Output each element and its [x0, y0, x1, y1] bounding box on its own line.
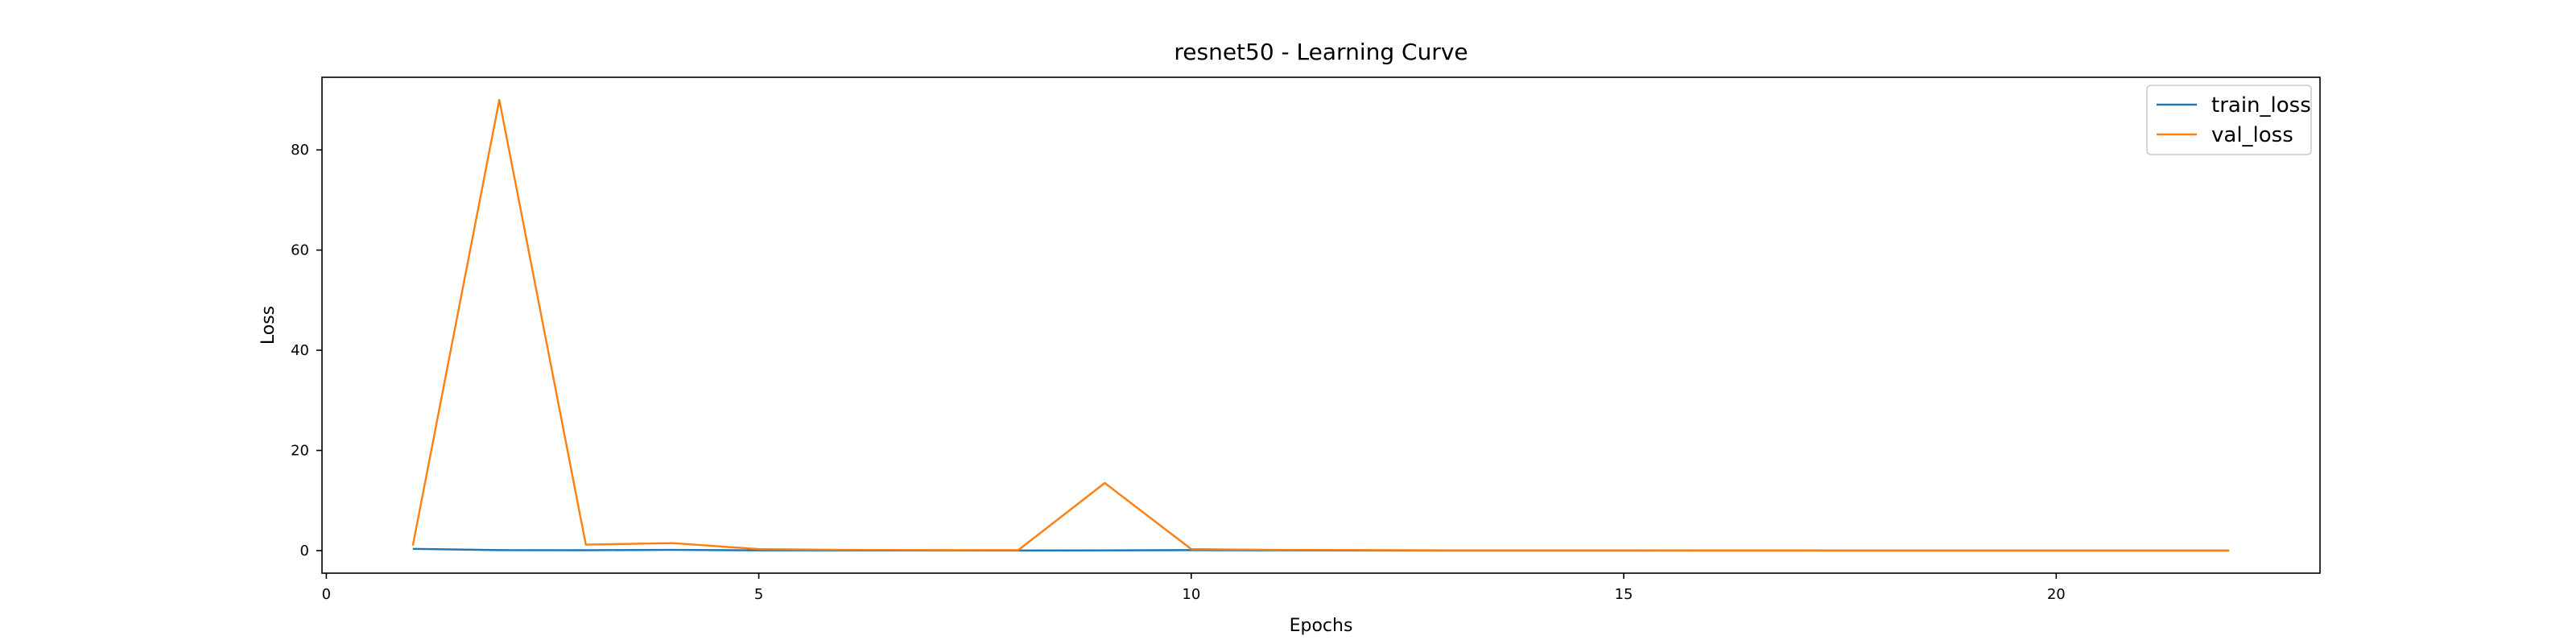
y-tick-label: 60 — [291, 242, 309, 259]
x-tick-label: 5 — [754, 586, 763, 603]
series-layer — [411, 98, 2230, 552]
chart-title: resnet50 - Learning Curve — [1174, 39, 1468, 65]
y-axis: 0 20 40 60 80 — [291, 142, 322, 559]
legend-box — [2146, 85, 2312, 155]
series-line-val-loss — [411, 98, 2230, 552]
x-tick-label: 15 — [1615, 586, 1633, 603]
x-tick-label: 10 — [1182, 586, 1200, 603]
x-axis-label: Epochs — [1290, 616, 1353, 636]
y-axis-label: Loss — [258, 306, 279, 345]
legend-label-val-loss: val_loss — [2211, 123, 2293, 147]
y-tick-label: 0 — [300, 543, 309, 559]
legend-label-train-loss: train_loss — [2211, 93, 2311, 118]
y-tick-label: 40 — [291, 342, 309, 359]
plot-area — [321, 76, 2321, 574]
legend: train_loss val_loss — [2146, 85, 2312, 155]
y-tick-label: 20 — [291, 443, 309, 460]
x-axis: 0 5 10 15 20 — [322, 573, 2066, 603]
x-tick-label: 20 — [2047, 586, 2066, 603]
y-tick-label: 80 — [291, 142, 309, 159]
x-tick-label: 0 — [322, 586, 331, 603]
